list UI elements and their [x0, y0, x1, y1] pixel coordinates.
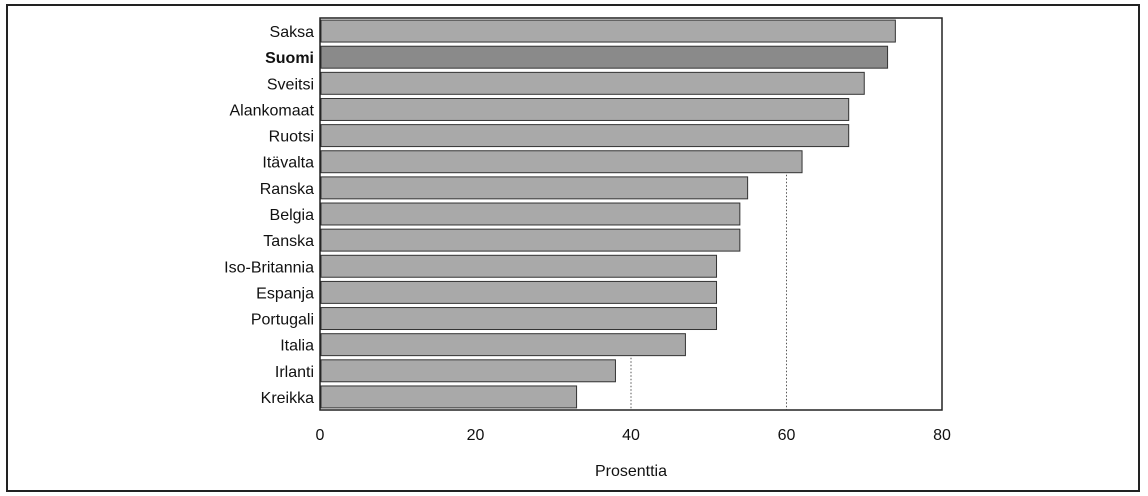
bar-sveitsi	[320, 71, 865, 95]
x-tick-label: 0	[316, 427, 325, 444]
category-label: Suomi	[265, 50, 314, 67]
category-labels-group: Saksa Suomi Sveitsi Alankomaat Ruotsi Itävalt…	[224, 24, 314, 407]
category-label: Portugali	[251, 312, 314, 329]
category-label: Belgia	[270, 207, 315, 224]
bar-ruotsi	[320, 124, 850, 148]
bar-suomi	[320, 45, 889, 69]
bar-chart: Saksa Suomi Sveitsi Alankomaat Ruotsi Itävalt…	[224, 17, 951, 480]
category-label: Tanska	[263, 233, 314, 250]
category-label: Kreikka	[261, 390, 314, 407]
bars-group	[320, 19, 896, 409]
reference-lines-group	[630, 174, 787, 410]
category-label: Saksa	[270, 24, 315, 41]
x-ticks-group: 0 20 40 60 80	[316, 427, 951, 444]
bar-espanja	[320, 280, 718, 304]
bar-irlanti	[320, 359, 616, 383]
bar-ranska	[320, 176, 749, 200]
category-label: Ranska	[260, 181, 314, 198]
category-label: Ruotsi	[269, 129, 314, 146]
bar-belgia	[320, 202, 741, 226]
plot-area-border	[319, 17, 943, 411]
chart-frame: Saksa Suomi Sveitsi Alankomaat Ruotsi Itävalt…	[6, 4, 1140, 492]
x-tick-label: 20	[467, 427, 485, 444]
x-tick-label: 80	[933, 427, 951, 444]
x-tick-label: 40	[622, 427, 640, 444]
x-tick-label: 60	[778, 427, 796, 444]
bar-it-valta	[320, 150, 803, 174]
bar-saksa	[320, 19, 896, 43]
category-label: Irlanti	[275, 364, 314, 381]
category-label: Italia	[280, 338, 314, 355]
category-label: Itävalta	[262, 155, 314, 172]
category-label: Alankomaat	[230, 102, 315, 119]
bar-alankomaat	[320, 97, 850, 121]
bar-italia	[320, 333, 686, 357]
bar-tanska	[320, 228, 741, 252]
bar-iso-britannia	[320, 254, 718, 278]
category-label: Sveitsi	[267, 76, 314, 93]
bar-kreikka	[320, 385, 578, 409]
bar-portugali	[320, 307, 718, 331]
category-label: Iso-Britannia	[224, 259, 314, 276]
x-axis-title: Prosenttia	[595, 463, 667, 480]
category-label: Espanja	[256, 285, 314, 302]
